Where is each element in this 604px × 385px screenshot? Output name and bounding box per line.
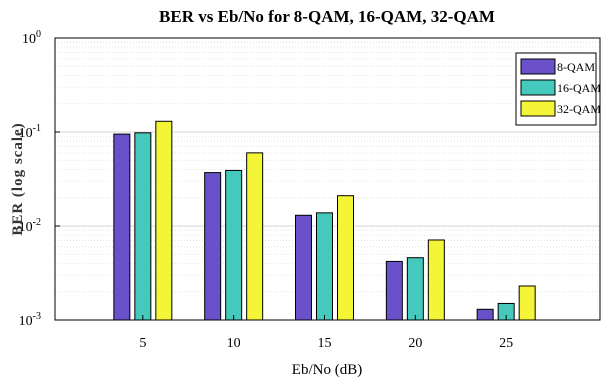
bar-8-qam-10 <box>204 172 222 321</box>
x-tick-label: 25 <box>499 336 513 351</box>
bars <box>113 120 536 321</box>
y-tick-exponent: -1 <box>33 123 41 134</box>
bar-32-qam-25 <box>518 285 536 321</box>
bar-8-qam-20 <box>385 260 403 321</box>
y-tick-label: 10-2 <box>19 217 41 235</box>
y-tick-base: 10 <box>19 126 33 141</box>
bar-8-qam-25 <box>476 308 494 321</box>
legend-swatch <box>520 100 556 117</box>
y-tick-exponent: 0 <box>36 29 41 40</box>
legend-label: 8-QAM <box>557 60 595 74</box>
x-axis-label: Eb/No (dB) <box>292 362 362 378</box>
x-tick-label: 15 <box>318 336 332 351</box>
y-axis-label: BER (log scale) <box>10 122 26 235</box>
y-tick-base: 10 <box>22 32 36 47</box>
bar-16-qam-10 <box>225 169 243 321</box>
y-tick-label: 10-3 <box>19 311 41 329</box>
bar-32-qam-15 <box>337 195 354 321</box>
legend-swatch <box>520 58 556 75</box>
legend-label: 16-QAM <box>557 81 601 95</box>
legend-swatch <box>520 79 556 96</box>
y-tick-base: 10 <box>19 314 33 329</box>
legend: 8-QAM 16-QAM 32-QAM <box>515 52 601 126</box>
bar-16-qam-5 <box>134 132 152 321</box>
bar-16-qam-20 <box>406 257 424 321</box>
bar-32-qam-5 <box>155 120 173 321</box>
x-ticks: 5 10 15 20 25 <box>139 315 513 351</box>
y-tick-exponent: -3 <box>33 311 41 322</box>
bar-8-qam-5 <box>113 133 131 321</box>
x-tick-label: 20 <box>408 336 422 351</box>
y-tick-label: 100 <box>22 29 41 47</box>
y-tick-label: 10-1 <box>19 123 41 141</box>
x-tick-label: 5 <box>139 336 146 351</box>
bar-32-qam-10 <box>246 152 264 321</box>
x-tick-label: 10 <box>227 336 241 351</box>
bar-16-qam-15 <box>316 212 333 321</box>
y-tick-base: 10 <box>19 220 33 235</box>
legend-label: 32-QAM <box>557 102 601 116</box>
bar-8-qam-15 <box>295 214 312 321</box>
chart-title: BER vs Eb/No for 8-QAM, 16-QAM, 32-QAM <box>159 7 495 26</box>
y-tick-exponent: -2 <box>33 217 41 228</box>
bar-32-qam-20 <box>427 239 445 321</box>
